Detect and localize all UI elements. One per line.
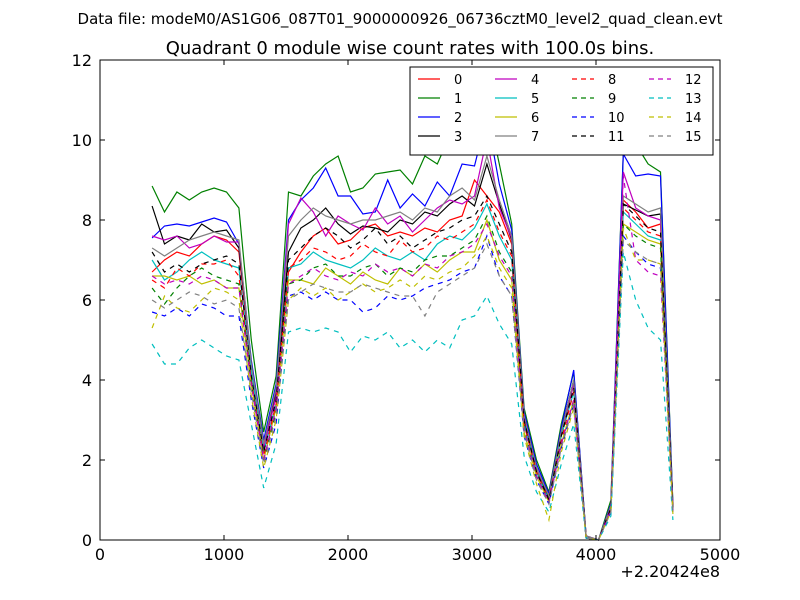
legend-box bbox=[409, 66, 714, 156]
chart-title: Quadrant 0 module wise count rates with … bbox=[166, 38, 655, 59]
y-tick-label: 4 bbox=[82, 371, 92, 390]
legend-label-4: 4 bbox=[531, 73, 539, 88]
figure-suptitle: Data file: modeM0/AS1G06_087T01_90000009… bbox=[78, 10, 723, 29]
legend-label-10: 10 bbox=[608, 111, 625, 126]
y-tick-label: 8 bbox=[82, 211, 92, 230]
legend-label-14: 14 bbox=[685, 111, 702, 126]
y-tick-label: 6 bbox=[82, 291, 92, 310]
legend-label-8: 8 bbox=[608, 73, 616, 88]
y-tick-label: 2 bbox=[82, 451, 92, 470]
legend-label-13: 13 bbox=[685, 92, 702, 107]
y-tick-label: 10 bbox=[72, 131, 92, 150]
x-tick-label: 0 bbox=[95, 545, 105, 564]
legend-label-15: 15 bbox=[685, 130, 702, 145]
legend-label-6: 6 bbox=[531, 111, 539, 126]
x-tick-label: 1000 bbox=[204, 545, 245, 564]
legend-label-7: 7 bbox=[531, 130, 539, 145]
y-tick-label: 0 bbox=[82, 531, 92, 550]
legend-label-9: 9 bbox=[608, 92, 616, 107]
legend-label-5: 5 bbox=[531, 92, 539, 107]
series-layer bbox=[151, 105, 674, 541]
x-tick-label: 4000 bbox=[576, 545, 617, 564]
x-tick-label: 3000 bbox=[452, 545, 493, 564]
legend-label-11: 11 bbox=[608, 130, 625, 145]
legend-label-2: 2 bbox=[454, 111, 462, 126]
x-offset-label: +2.20424e8 bbox=[620, 562, 720, 581]
x-tick-label: 5000 bbox=[700, 545, 741, 564]
series-line-13 bbox=[151, 251, 674, 541]
x-tick-label: 2000 bbox=[328, 545, 369, 564]
legend-label-1: 1 bbox=[454, 92, 462, 107]
legend-label-3: 3 bbox=[454, 130, 462, 145]
legend-label-12: 12 bbox=[685, 73, 702, 88]
y-tick-label: 12 bbox=[72, 51, 92, 70]
legend-label-0: 0 bbox=[454, 73, 462, 88]
